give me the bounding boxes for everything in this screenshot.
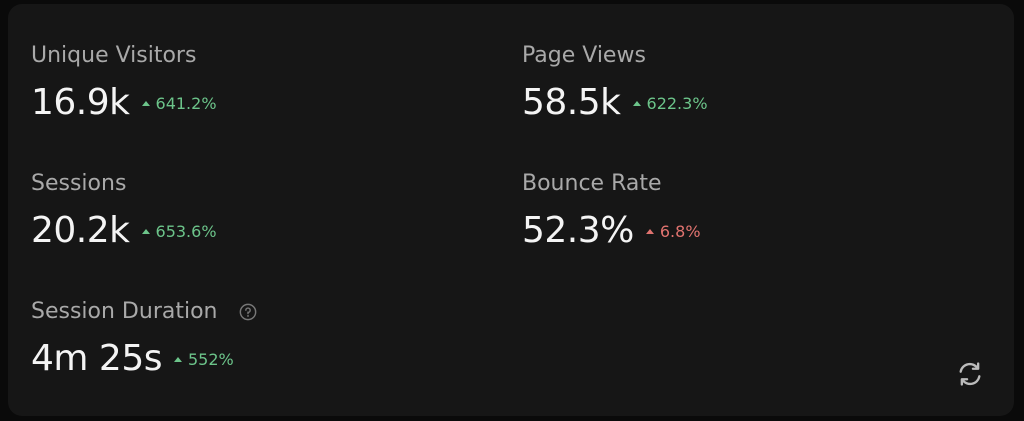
label-text: Sessions	[31, 171, 127, 196]
metric-label: Bounce Rate	[522, 170, 701, 198]
metric-row: 58.5k 622.3%	[522, 82, 708, 124]
label-text: Bounce Rate	[522, 171, 662, 196]
trend-arrow	[173, 356, 182, 362]
change-text: 653.6%	[155, 221, 217, 241]
metric: Page Views 58.5k 622.3%	[522, 42, 708, 124]
metric-change: 641.2%	[141, 93, 217, 113]
metric-value: 20.2k	[31, 210, 130, 251]
change-text: 622.3%	[646, 93, 708, 113]
refresh-button[interactable]	[956, 360, 984, 388]
label-text: Unique Visitors	[31, 43, 197, 68]
label-text: Session Duration	[31, 299, 218, 324]
metric-value: 58.5k	[522, 82, 621, 123]
metric-change: 653.6%	[141, 221, 217, 241]
label-text: Page Views	[522, 43, 646, 68]
help-icon[interactable]	[239, 303, 257, 321]
metric-value: 16.9k	[31, 82, 130, 123]
stats-card: Unique Visitors 16.9k 641.2% Page Views 58.5…	[8, 4, 1014, 416]
trend-arrow	[141, 228, 150, 234]
metric: Sessions 20.2k 653.6%	[31, 170, 217, 252]
metric-label: Unique Visitors	[31, 42, 217, 70]
metric: Unique Visitors 16.9k 641.2%	[31, 42, 217, 124]
metric-row: 4m 25s 552%	[31, 338, 257, 380]
trend-arrow	[141, 100, 150, 106]
metric-change: 622.3%	[632, 93, 708, 113]
metric-value: 52.3%	[522, 210, 634, 251]
metric-label: Page Views	[522, 42, 708, 70]
metric-label: Sessions	[31, 170, 217, 198]
metric: Session Duration 4m 25s 552%	[31, 298, 257, 380]
metric-change: 552%	[173, 349, 234, 369]
change-text: 641.2%	[155, 93, 217, 113]
metric: Bounce Rate 52.3% 6.8%	[522, 170, 701, 252]
change-text: 552%	[187, 349, 234, 369]
metric-row: 16.9k 641.2%	[31, 82, 217, 124]
metric-row: 20.2k 653.6%	[31, 210, 217, 252]
change-text: 6.8%	[659, 221, 701, 241]
metric-value: 4m 25s	[31, 338, 162, 379]
metric-change: 6.8%	[645, 221, 701, 241]
trend-arrow	[632, 100, 641, 106]
metric-row: 52.3% 6.8%	[522, 210, 701, 252]
trend-arrow	[645, 228, 654, 234]
metric-label: Session Duration	[31, 298, 257, 326]
